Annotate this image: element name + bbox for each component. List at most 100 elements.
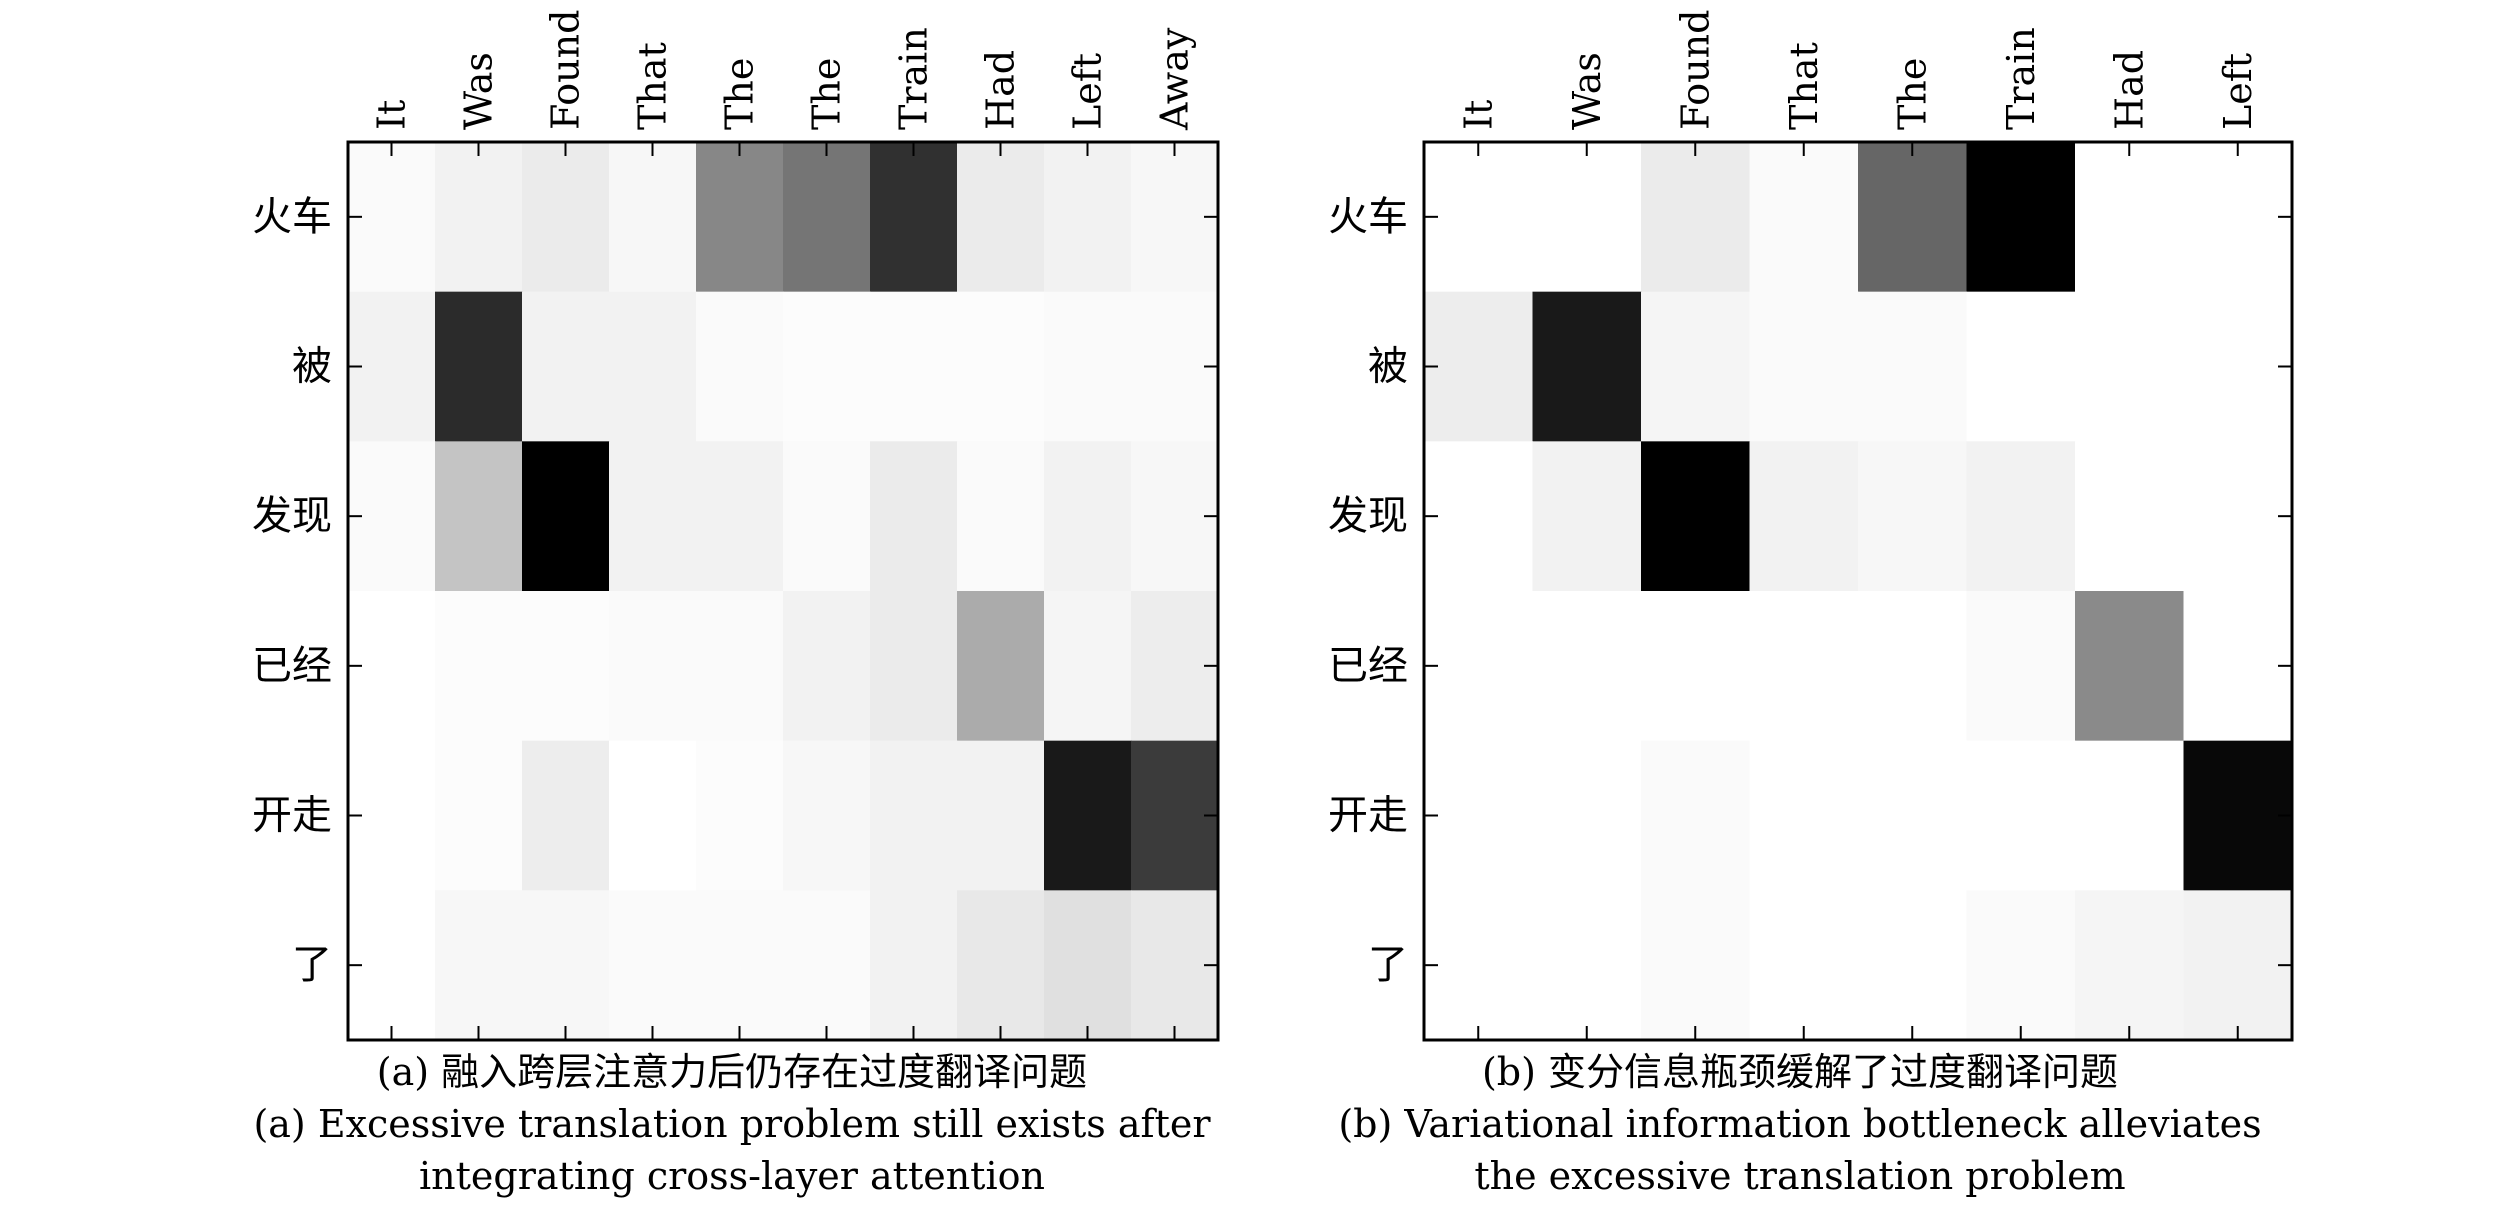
y-tick-label: 开走	[1328, 793, 1408, 839]
heatmap-cell	[1424, 142, 1534, 293]
heatmap-cell	[957, 591, 1045, 742]
heatmap-cell	[348, 441, 436, 592]
heatmap-cell	[1044, 291, 1132, 442]
x-tick-label: Away	[1153, 27, 1197, 131]
heatmap-cell	[1749, 591, 1859, 742]
heatmap-cell	[696, 740, 784, 891]
heatmap-cell	[609, 740, 697, 891]
caption-b-line2: (b) Variational information bottleneck a…	[1338, 1102, 2262, 1146]
y-tick-label: 被	[1368, 344, 1408, 390]
caption-b: (b) 变分信息瓶颈缓解了过度翻译问题 (b) Variational info…	[1300, 1046, 2300, 1202]
heatmap-cell	[1966, 291, 2076, 442]
heatmap-cell	[957, 890, 1045, 1041]
heatmap-cell	[870, 890, 958, 1041]
heatmap-cell	[1966, 142, 2076, 293]
x-tick-label: Found	[1673, 10, 1717, 130]
heatmap-cell	[1749, 142, 1859, 293]
heatmap-cell	[1641, 441, 1751, 592]
heatmap-cell	[1858, 291, 1968, 442]
heatmap-cell	[522, 591, 610, 742]
caption-a-line3: integrating cross-layer attention	[419, 1154, 1045, 1198]
x-tick-label: Had	[2107, 50, 2151, 130]
heatmap-cell	[1532, 291, 1642, 442]
heatmap-cell	[783, 142, 871, 293]
heatmap-cell	[1424, 591, 1534, 742]
heatmap-cell	[870, 291, 958, 442]
caption-b-line1: (b) 变分信息瓶颈缓解了过度翻译问题	[1481, 1050, 2119, 1094]
x-tick-label: The	[805, 58, 849, 130]
heatmap-cell	[348, 890, 436, 1041]
heatmap-cell	[2183, 591, 2293, 742]
y-tick-label: 发现	[252, 493, 332, 539]
heatmap-cell	[783, 890, 871, 1041]
heatmap-cell	[1641, 291, 1751, 442]
heatmap-cell	[1858, 740, 1968, 891]
y-tick-label: 了	[1368, 942, 1408, 988]
heatmap-cell	[957, 740, 1045, 891]
heatmap-cell	[1532, 890, 1642, 1041]
heatmap-cell	[1641, 142, 1751, 293]
x-tick-label: Was	[457, 52, 501, 130]
y-tick-label: 发现	[1328, 493, 1408, 539]
heatmap-cell	[957, 142, 1045, 293]
heatmap-cell	[696, 291, 784, 442]
y-tick-label: 了	[292, 942, 332, 988]
heatmap-cell	[522, 291, 610, 442]
caption-a-line1: (a) 融入跨层注意力后仍存在过度翻译问题	[376, 1050, 1088, 1094]
y-tick-label: 火车	[1328, 194, 1408, 240]
heatmap-cell	[348, 291, 436, 442]
x-tick-label: Was	[1565, 52, 1609, 130]
heatmap-cell	[957, 441, 1045, 592]
heatmap-cell	[1858, 890, 1968, 1041]
x-tick-label: It	[1456, 100, 1500, 130]
heatmap-cell	[522, 740, 610, 891]
heatmap-cell	[1424, 740, 1534, 891]
caption-a-line2: (a) Excessive translation problem still …	[253, 1102, 1211, 1146]
heatmap-cell	[609, 591, 697, 742]
heatmap-cell	[2183, 441, 2293, 592]
x-tick-label: The	[1890, 58, 1934, 130]
heatmap-cell	[696, 591, 784, 742]
heatmap-cell	[1532, 591, 1642, 742]
heatmap-cell	[1532, 740, 1642, 891]
heatmap-cell	[1749, 291, 1859, 442]
heatmap-cell	[2075, 291, 2185, 442]
heatmap-cell	[2075, 740, 2185, 891]
heatmap-cell	[2183, 890, 2293, 1041]
heatmap-cell	[522, 441, 610, 592]
heatmap-cell	[1424, 890, 1534, 1041]
heatmap-cell	[609, 142, 697, 293]
heatmap-cell	[870, 740, 958, 891]
y-tick-label: 开走	[252, 793, 332, 839]
heatmap-cell	[435, 591, 523, 742]
heatmap-cell	[435, 740, 523, 891]
x-tick-label: Train	[1999, 27, 2043, 130]
x-tick-label: Left	[1066, 53, 1110, 130]
heatmap-cell	[696, 441, 784, 592]
heatmap-cell	[609, 890, 697, 1041]
heatmap-cell	[1044, 142, 1132, 293]
heatmap-cell	[2075, 142, 2185, 293]
heatmap-cell	[2075, 591, 2185, 742]
caption-b-line3: the excessive translation problem	[1474, 1154, 2126, 1198]
y-tick-label: 已经	[1328, 643, 1408, 689]
x-tick-label: That	[631, 42, 675, 130]
heatmap-cell	[435, 142, 523, 293]
heatmap-cell	[2183, 291, 2293, 442]
heatmap-cell	[1424, 441, 1534, 592]
heatmap-cell	[1044, 441, 1132, 592]
heatmap-cell	[1641, 591, 1751, 742]
heatmap-cell	[1749, 441, 1859, 592]
heatmap-cell	[1966, 740, 2076, 891]
y-tick-label: 已经	[252, 643, 332, 689]
heatmap-cell	[1044, 740, 1132, 891]
heatmap-cell	[609, 291, 697, 442]
heatmap-cell	[783, 740, 871, 891]
heatmap-cell	[1749, 740, 1859, 891]
heatmap-cell	[609, 441, 697, 592]
plot-frame	[1422, 140, 2294, 1042]
heatmap-cell	[435, 441, 523, 592]
x-tick-label: Left	[2216, 53, 2260, 130]
